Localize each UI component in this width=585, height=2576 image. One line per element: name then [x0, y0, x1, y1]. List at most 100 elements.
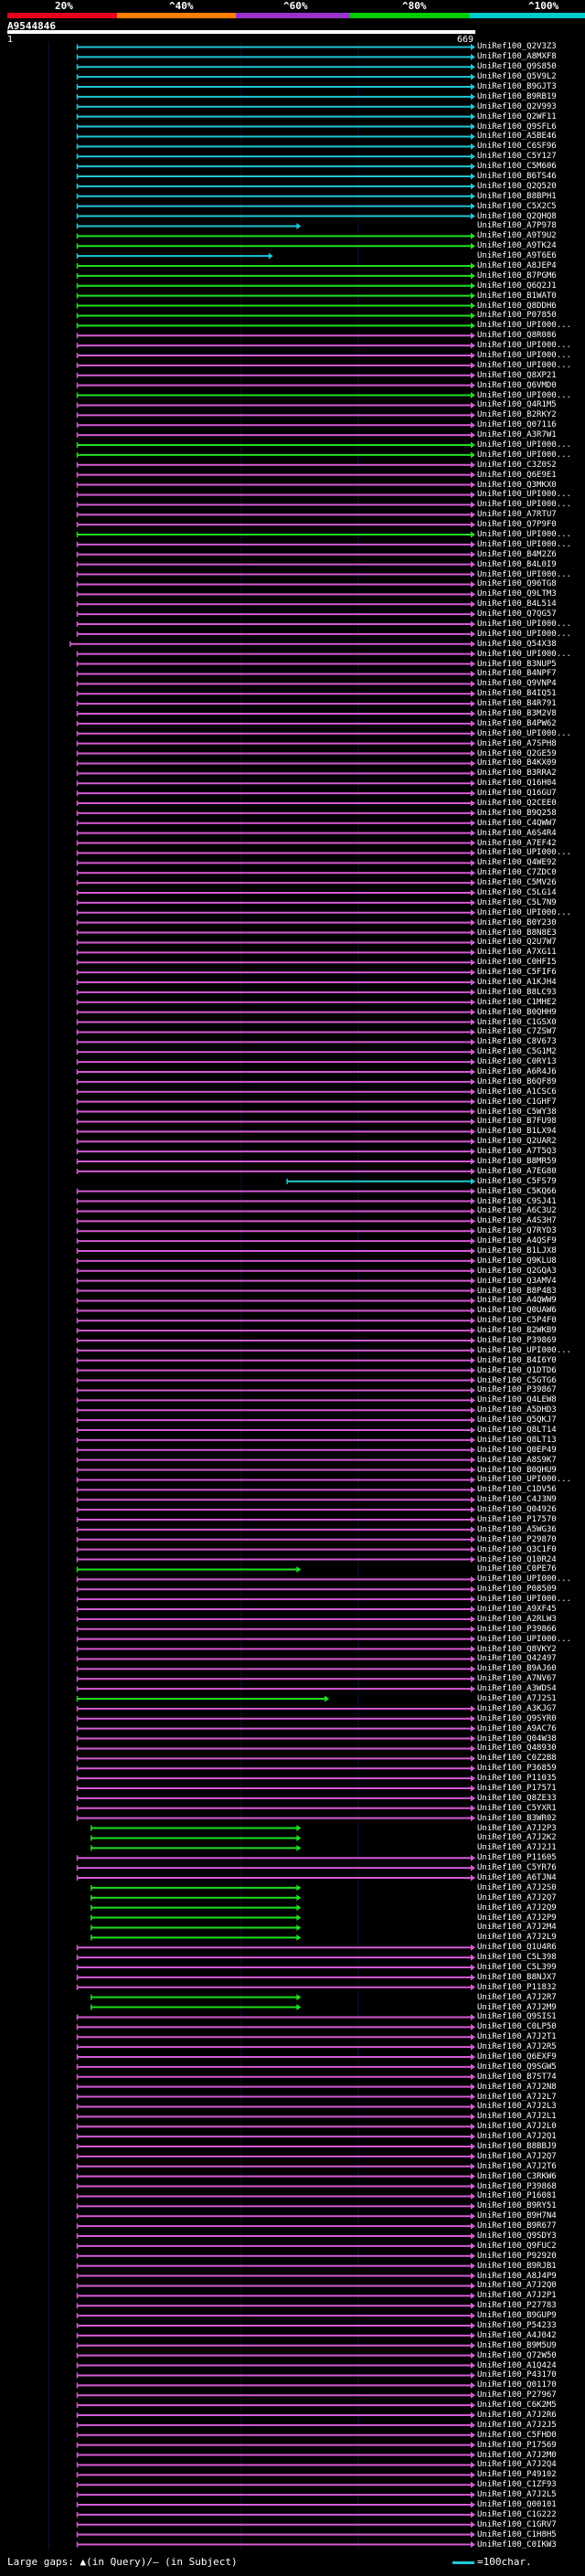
hit-row[interactable]: [76, 1436, 475, 1444]
hit-row[interactable]: [76, 1526, 475, 1533]
hit-label[interactable]: UniRef100_B4I6Y0: [477, 1355, 557, 1365]
hit-label[interactable]: UniRef100_Q4WE92: [477, 858, 557, 868]
hit-label[interactable]: UniRef100_Q9LTM3: [477, 589, 557, 599]
hit-row[interactable]: [76, 2253, 475, 2260]
hit-row[interactable]: [76, 2452, 475, 2459]
hit-row[interactable]: [76, 1575, 475, 1583]
hit-label[interactable]: UniRef100_A7J2S1: [477, 1694, 557, 1703]
hit-row[interactable]: [76, 1944, 475, 1951]
hit-row[interactable]: [76, 2362, 475, 2369]
hit-row[interactable]: [76, 1675, 475, 1682]
hit-label[interactable]: UniRef100_Q9S850: [477, 62, 557, 72]
hit-row[interactable]: [76, 999, 475, 1006]
hit-row[interactable]: [76, 1148, 475, 1155]
hit-row[interactable]: [76, 1038, 475, 1045]
hit-label[interactable]: UniRef100_Q9KLU8: [477, 1256, 557, 1266]
hit-label[interactable]: UniRef100_B4L0I9: [477, 559, 557, 569]
hit-row[interactable]: [76, 2302, 475, 2309]
hit-row[interactable]: [76, 1088, 475, 1096]
hit-label[interactable]: UniRef100_P29870: [477, 1534, 557, 1544]
hit-row[interactable]: [76, 1128, 475, 1135]
hit-label[interactable]: UniRef100_A7J2Q7: [477, 2151, 557, 2161]
hit-row[interactable]: [76, 362, 475, 369]
hit-label[interactable]: UniRef100_C8V673: [477, 1037, 557, 1047]
hit-row[interactable]: [76, 1347, 475, 1354]
hit-row[interactable]: [90, 1894, 302, 1902]
hit-label[interactable]: UniRef100_UPI000...: [477, 440, 571, 450]
hit-row[interactable]: [76, 1367, 475, 1374]
hit-label[interactable]: UniRef100_UPI000...: [477, 321, 571, 331]
hit-label[interactable]: UniRef100_A1Q424: [477, 2360, 557, 2370]
hit-label[interactable]: UniRef100_Q9SDY3: [477, 2231, 557, 2241]
hit-label[interactable]: UniRef100_A7XG11: [477, 948, 557, 958]
hit-label[interactable]: UniRef100_A3KJG7: [477, 1703, 557, 1713]
hit-row[interactable]: [76, 1626, 475, 1633]
hit-label[interactable]: UniRef100_UPI000...: [477, 341, 571, 351]
hit-label[interactable]: UniRef100_P43170: [477, 2370, 557, 2380]
hit-row[interactable]: [76, 511, 475, 518]
hit-row[interactable]: [76, 2183, 475, 2190]
hit-label[interactable]: UniRef100_P27967: [477, 2390, 557, 2401]
hit-row[interactable]: [76, 1765, 475, 1772]
hit-label[interactable]: UniRef100_Q1DTD6: [477, 1365, 557, 1375]
hit-row[interactable]: [76, 2222, 475, 2230]
hit-row[interactable]: [76, 1744, 475, 1752]
hit-label[interactable]: UniRef100_A7J2T6: [477, 2161, 557, 2171]
hit-row[interactable]: [76, 143, 475, 150]
hit-row[interactable]: [90, 1834, 302, 1841]
hit-row[interactable]: [76, 2013, 475, 2020]
hit-label[interactable]: UniRef100_Q8LT14: [477, 1426, 557, 1435]
hit-label[interactable]: UniRef100_Q16H04: [477, 779, 557, 789]
hit-row[interactable]: [76, 2103, 475, 2110]
hit-row[interactable]: [76, 2094, 475, 2101]
hit-label[interactable]: UniRef100_C5L398: [477, 1953, 557, 1963]
hit-row[interactable]: [76, 2531, 475, 2539]
hit-label[interactable]: UniRef100_C1H8H5: [477, 2529, 557, 2539]
hit-row[interactable]: [76, 1964, 475, 1971]
hit-label[interactable]: UniRef100_Q2UAR2: [477, 1137, 557, 1147]
hit-label[interactable]: UniRef100_Q9FUC2: [477, 2241, 557, 2251]
hit-label[interactable]: UniRef100_Q04926: [477, 1505, 557, 1515]
hit-label[interactable]: UniRef100_A7J2J5: [477, 2420, 557, 2430]
hit-label[interactable]: UniRef100_P27783: [477, 2301, 557, 2311]
hit-row[interactable]: [76, 2371, 475, 2379]
hit-label[interactable]: UniRef100_A3R7W1: [477, 430, 557, 440]
hit-label[interactable]: UniRef100_UPI000...: [477, 360, 571, 370]
hit-row[interactable]: [76, 2422, 475, 2429]
hit-row[interactable]: [76, 193, 475, 200]
hit-row[interactable]: [76, 938, 475, 946]
hit-label[interactable]: UniRef100_Q8VKY2: [477, 1644, 557, 1654]
hit-row[interactable]: [76, 1974, 475, 1981]
hit-row[interactable]: [76, 779, 475, 787]
hit-label[interactable]: UniRef100_C3RKW6: [477, 2171, 557, 2181]
hit-row[interactable]: [76, 989, 475, 996]
hit-row[interactable]: [76, 1237, 475, 1245]
hit-label[interactable]: UniRef100_Q01170: [477, 2380, 557, 2390]
hit-label[interactable]: UniRef100_B1LX94: [477, 1127, 557, 1137]
hit-label[interactable]: UniRef100_C4QWW7: [477, 818, 557, 828]
hit-row[interactable]: [76, 2442, 475, 2449]
hit-row[interactable]: [76, 2471, 475, 2478]
hit-label[interactable]: UniRef100_UPI000...: [477, 629, 571, 639]
hit-row[interactable]: [76, 2053, 475, 2061]
hit-label[interactable]: UniRef100_C5FS79: [477, 1176, 557, 1186]
hit-row[interactable]: [76, 2173, 475, 2180]
hit-row[interactable]: [76, 382, 475, 389]
hit-label[interactable]: UniRef100_UPI000...: [477, 500, 571, 510]
hit-row[interactable]: [76, 2232, 475, 2240]
hit-label[interactable]: UniRef100_A4S3H7: [477, 1216, 557, 1226]
hit-row[interactable]: [76, 959, 475, 966]
hit-label[interactable]: UniRef100_A7J2Q7: [477, 1892, 557, 1903]
hit-label[interactable]: UniRef100_A7J2T1: [477, 2032, 557, 2042]
hit-row[interactable]: [76, 302, 475, 310]
hit-label[interactable]: UniRef100_B8BBJ9: [477, 2142, 557, 2151]
hit-label[interactable]: UniRef100_B9GJT3: [477, 82, 557, 91]
hit-label[interactable]: UniRef100_Q6E9E1: [477, 470, 557, 480]
hit-row[interactable]: [76, 1048, 475, 1055]
hit-row[interactable]: [76, 769, 475, 777]
hit-label[interactable]: UniRef100_C0RY13: [477, 1057, 557, 1067]
hit-label[interactable]: UniRef100_A1CSC6: [477, 1087, 557, 1097]
hit-row[interactable]: [76, 1028, 475, 1035]
hit-label[interactable]: UniRef100_Q10R24: [477, 1554, 557, 1564]
hit-row[interactable]: [76, 1068, 475, 1076]
